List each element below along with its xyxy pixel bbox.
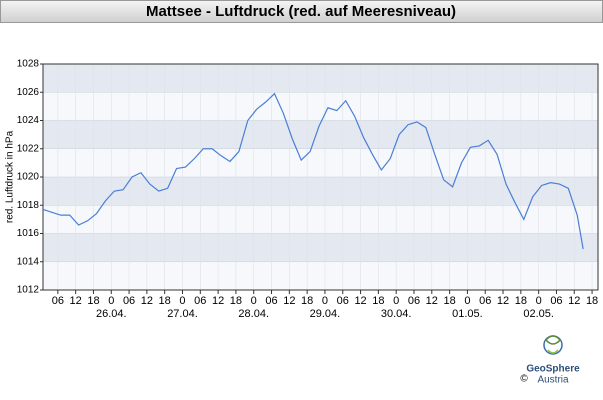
data-line <box>42 92 584 250</box>
x-tick-label: 18 <box>230 295 242 307</box>
x-tick-label: 06 <box>479 295 491 307</box>
x-tick-label: 12 <box>568 295 580 307</box>
date-label: 28.04. <box>238 308 269 320</box>
x-tick-label: 12 <box>141 295 153 307</box>
x-tick-label: 18 <box>87 295 99 307</box>
date-label: 02.05. <box>523 308 554 320</box>
date-label: 01.05. <box>452 308 483 320</box>
x-tick-label: 0 <box>464 295 470 307</box>
x-tick-label: 18 <box>515 295 527 307</box>
y-tick-label: 1024 <box>17 115 40 126</box>
x-tick-label: 18 <box>586 295 598 307</box>
y-tick-label: 1022 <box>17 143 40 154</box>
x-tick-label: 06 <box>337 295 349 307</box>
x-tick-label: 0 <box>536 295 542 307</box>
y-tick-label: 1012 <box>17 285 40 296</box>
x-tick-label: 0 <box>393 295 399 307</box>
x-tick-label: 0 <box>322 295 328 307</box>
y-tick-label: 1014 <box>17 256 40 267</box>
x-tick-label: 0 <box>179 295 185 307</box>
x-tick-label: 06 <box>123 295 135 307</box>
x-tick-label: 06 <box>550 295 562 307</box>
x-tick-label: 12 <box>283 295 295 307</box>
date-label: 27.04. <box>167 308 198 320</box>
x-tick-label: 12 <box>70 295 82 307</box>
logo-icon <box>543 335 563 355</box>
copyright: © <box>520 374 528 385</box>
grid-band <box>43 233 598 262</box>
y-tick-label: 1026 <box>17 87 40 98</box>
x-tick-label: 06 <box>408 295 420 307</box>
date-label: 26.04. <box>96 308 127 320</box>
logo-sub: Austria <box>537 375 569 386</box>
x-tick-label: 0 <box>108 295 114 307</box>
date-label: 30.04. <box>381 308 412 320</box>
grid-band <box>43 120 598 149</box>
x-tick-label: 0 <box>251 295 257 307</box>
y-tick-label: 1016 <box>17 228 40 239</box>
y-tick-label: 1020 <box>17 172 40 183</box>
x-tick-label: 06 <box>52 295 64 307</box>
x-tick-label: 18 <box>443 295 455 307</box>
x-tick-label: 12 <box>426 295 438 307</box>
chart-title: Mattsee - Luftdruck (red. auf Meeresnive… <box>146 3 456 20</box>
x-tick-label: 12 <box>212 295 224 307</box>
x-tick-label: 18 <box>301 295 313 307</box>
x-tick-label: 12 <box>497 295 509 307</box>
plot-frame <box>42 63 599 291</box>
x-tick-label: 12 <box>354 295 366 307</box>
x-tick-label: 18 <box>372 295 384 307</box>
grid-band <box>43 64 598 93</box>
y-axis-label: red. Luftdruck in hPa <box>5 130 16 223</box>
y-tick-label: 1018 <box>17 200 40 211</box>
x-tick-label: 06 <box>194 295 206 307</box>
logo-name: GeoSphere <box>526 364 580 375</box>
x-tick-label: 18 <box>159 295 171 307</box>
y-tick-label: 1028 <box>17 59 40 70</box>
date-label: 29.04. <box>310 308 341 320</box>
x-tick-label: 06 <box>265 295 277 307</box>
logo: GeoSphere Austria © <box>520 335 580 386</box>
